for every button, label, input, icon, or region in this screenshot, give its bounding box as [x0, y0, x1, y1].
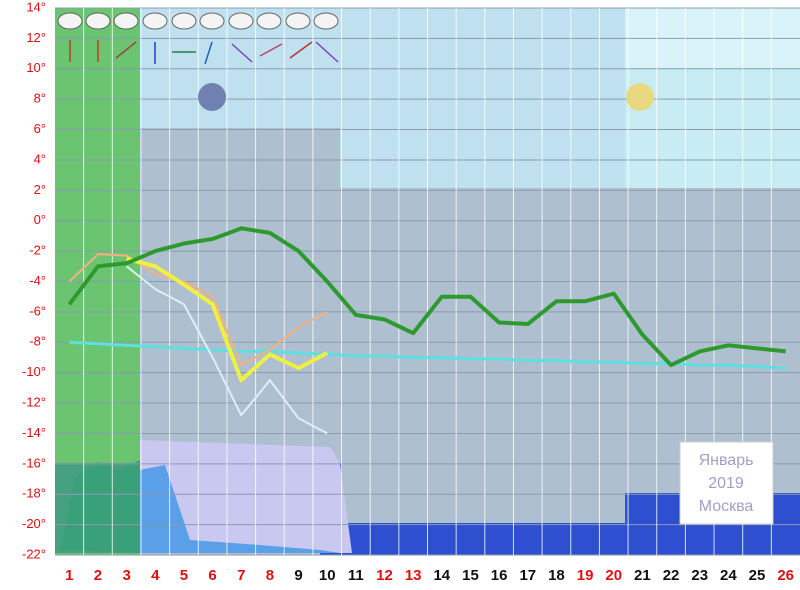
y-tick-label: -22°: [22, 546, 46, 561]
x-tick-label: 6: [208, 567, 216, 584]
y-tick-label: 0°: [34, 212, 46, 227]
y-tick-label: -20°: [22, 516, 46, 531]
x-tick-label: 15: [462, 567, 479, 584]
y-tick-label: 8°: [34, 91, 46, 106]
sky-band: [340, 8, 625, 188]
x-tick-label: 26: [777, 567, 794, 584]
x-tick-label: 17: [519, 567, 536, 584]
x-tick-label: 4: [151, 567, 160, 584]
y-tick-label: -8°: [29, 334, 46, 349]
series-line: [67, 226, 786, 368]
annotation-city: Москва: [699, 498, 754, 515]
y-tick-label: -12°: [22, 394, 46, 409]
series-line: [126, 256, 329, 383]
x-tick-label: 23: [691, 567, 708, 584]
y-tick-label: 6°: [34, 121, 46, 136]
series-line: [68, 253, 328, 367]
x-tick-label: 8: [266, 567, 274, 584]
x-tick-label: 16: [491, 567, 508, 584]
snow-area: [140, 465, 340, 553]
x-tick-label: 13: [405, 567, 422, 584]
x-tick-label: 7: [237, 567, 245, 584]
y-tick-label: -6°: [29, 303, 46, 318]
x-tick-label: 18: [548, 567, 565, 584]
x-tick-label: 19: [577, 567, 594, 584]
snow-area: [60, 460, 140, 553]
series-line: [69, 340, 786, 370]
series-line: [126, 265, 328, 435]
weather-icons: [57, 12, 339, 30]
x-tick-label: 1: [65, 567, 73, 584]
x-tick-label: 21: [634, 567, 651, 584]
snow-band: [340, 523, 625, 555]
x-tick-label: 14: [433, 567, 450, 584]
x-tick-label: 25: [749, 567, 766, 584]
y-tick-label: 2°: [34, 182, 46, 197]
y-tick-label: -4°: [29, 273, 46, 288]
moon-icon: [626, 83, 654, 111]
x-tick-label: 10: [319, 567, 336, 584]
x-tick-label: 11: [348, 567, 364, 584]
y-tick-label: -18°: [22, 486, 46, 501]
annotation-year: 2019: [708, 475, 744, 492]
y-tick-label: 12°: [26, 30, 46, 45]
y-tick-label: 4°: [34, 151, 46, 166]
x-tick-label: 3: [122, 567, 130, 584]
x-tick-label: 22: [663, 567, 680, 584]
y-tick-label: 10°: [26, 60, 46, 75]
x-tick-label: 24: [720, 567, 737, 584]
y-tick-label: -16°: [22, 455, 46, 470]
annotation-month: Январь: [699, 452, 754, 469]
x-tick-label: 20: [605, 567, 622, 584]
y-tick-label: -10°: [22, 364, 46, 379]
y-tick-label: -14°: [22, 425, 46, 440]
moon-icon: [198, 83, 226, 111]
y-tick-label: -2°: [29, 243, 46, 258]
wind-icons: [69, 40, 339, 65]
x-tick-label: 12: [376, 567, 393, 584]
x-tick-label: 5: [180, 567, 188, 584]
annotation-box: [679, 441, 774, 525]
x-tick-label: 2: [94, 567, 102, 584]
annotation: Январь 2019 Москва: [699, 452, 754, 515]
x-tick-label: 9: [294, 567, 302, 584]
y-tick-label: 14°: [26, 0, 46, 14]
